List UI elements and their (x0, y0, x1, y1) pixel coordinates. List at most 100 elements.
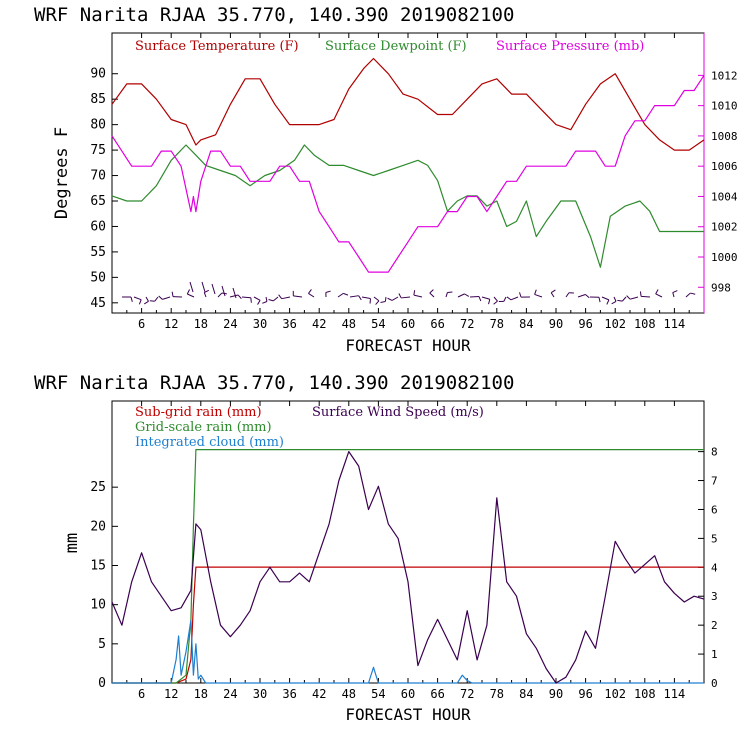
series-line-grid-scale-rain-mm (112, 449, 704, 684)
y-tick-label: 25 (90, 480, 106, 495)
wind-barb (672, 292, 675, 298)
x-tick-label: 18 (194, 317, 208, 331)
x-tick-label: 78 (490, 687, 504, 701)
series-line-surface-wind-speed-m-s (111, 451, 705, 684)
x-tick-label: 36 (282, 317, 296, 331)
legend-integrated-cloud: Integrated cloud (mm) (135, 435, 284, 450)
y-tick-label: 65 (90, 194, 106, 209)
x-tick-label: 12 (164, 317, 178, 331)
wind-barb-flag (672, 290, 678, 294)
y-tick-label: 90 (90, 67, 106, 82)
wind-barb (241, 296, 251, 299)
wind-barb-flag (138, 299, 142, 305)
x-tick-label: 48 (342, 687, 356, 701)
y2-tick-label: 2 (711, 619, 718, 632)
wind-barb-flag (171, 291, 174, 297)
bottom-chart-y-ticks: 0 5 10 15 20 25 (90, 480, 118, 691)
wind-barb (293, 295, 303, 298)
wind-barb (445, 292, 448, 298)
wind-barb (550, 292, 555, 298)
y-tick-label: 5 (98, 637, 106, 652)
y2-tick-label: 1012 (711, 69, 738, 82)
wind-barb (211, 283, 216, 295)
wind-barb (232, 287, 237, 299)
x-tick-label: 36 (282, 687, 296, 701)
wind-barb (685, 292, 691, 298)
wind-barb (577, 294, 586, 298)
wind-barb (229, 294, 239, 298)
wind-barb (253, 296, 261, 301)
wind-barb-flag (257, 300, 261, 305)
top-chart-ylabel: Degrees F (52, 127, 72, 219)
y-tick-label: 55 (90, 245, 106, 260)
wind-barb (493, 296, 498, 302)
y2-tick-label: 8 (711, 446, 718, 459)
wind-barb-flag (478, 296, 482, 302)
top-chart-series (111, 57, 705, 273)
wind-barb (469, 295, 479, 298)
x-tick-label: 102 (604, 687, 626, 701)
y2-tick-label: 7 (711, 475, 718, 488)
legend-dewpoint: Surface Dewpoint (F) (325, 39, 467, 54)
wind-barb-flag (262, 301, 268, 304)
x-tick-label: 78 (490, 317, 504, 331)
x-tick-label: 66 (430, 317, 444, 331)
x-tick-label: 84 (519, 317, 533, 331)
y2-tick-label: 1006 (711, 160, 738, 173)
wind-barb-flag (186, 289, 190, 295)
series-line-integrated-cloud-mm (112, 619, 704, 684)
wind-barb-flag (639, 291, 642, 297)
top-chart-y-ticks: 45 50 55 60 65 70 75 80 85 90 (90, 67, 118, 311)
wind-barb-flag (387, 297, 393, 301)
wind-barb-flag (585, 294, 590, 299)
wind-barb (361, 296, 371, 300)
wind-barb (145, 296, 149, 302)
x-tick-label: 84 (519, 687, 533, 701)
wind-barb-flag (690, 292, 696, 295)
y-tick-label: 85 (90, 92, 106, 107)
wind-barb-flag (598, 297, 601, 303)
wind-barb (384, 296, 387, 302)
legend-gridscale-rain: Grid-scale rain (mm) (135, 420, 272, 435)
x-tick-label: 72 (460, 317, 474, 331)
wind-barb-flag (358, 295, 362, 301)
wind-barb-flag (606, 299, 610, 305)
x-tick-label: 72 (460, 687, 474, 701)
x-tick-label: 96 (578, 687, 592, 701)
wind-barb (503, 296, 507, 302)
bottom-chart-series (111, 449, 705, 684)
wind-barb (429, 292, 435, 298)
x-tick-label: 114 (664, 687, 686, 701)
series-line-surface-dewpoint-f (111, 144, 704, 268)
wind-barb (565, 292, 570, 298)
y2-tick-label: 0 (711, 677, 718, 690)
wind-barb (217, 292, 223, 298)
y2-tick-label: 4 (711, 561, 718, 574)
x-tick-label: 42 (312, 317, 326, 331)
y-tick-label: 70 (90, 169, 106, 184)
y2-tick-label: 1 (711, 648, 718, 661)
wind-barb (401, 296, 411, 299)
bottom-chart-ylabel: mm (62, 533, 82, 553)
wind-barb-flag (204, 289, 209, 294)
top-chart-xlabel: FORECAST HOUR (345, 336, 471, 355)
top-chart-y2-ticks: 998 1000 1002 1004 1006 1008 1010 1012 (698, 69, 738, 294)
y2-tick-label: 6 (711, 503, 718, 516)
y2-tick-label: 1004 (711, 190, 738, 203)
wind-barb-flag (493, 300, 498, 305)
x-tick-label: 42 (312, 687, 326, 701)
series-line-surface-temperature-f (111, 57, 705, 151)
x-tick-label: 24 (223, 317, 237, 331)
wind-barb-flag (308, 289, 312, 294)
x-tick-label: 108 (634, 687, 656, 701)
wind-barb-flag (506, 296, 512, 301)
x-tick-label: 18 (194, 687, 208, 701)
wind-barbs (122, 281, 696, 305)
wind-barb (203, 292, 207, 298)
top-chart-x-ticks: 6 12 18 24 30 36 42 48 54 60 66 72 78 84 90 96 102 108 114 (126, 33, 690, 331)
wind-barb (273, 296, 279, 302)
x-tick-label: 60 (401, 687, 415, 701)
wind-barb (534, 293, 543, 298)
wind-barb (510, 296, 519, 301)
